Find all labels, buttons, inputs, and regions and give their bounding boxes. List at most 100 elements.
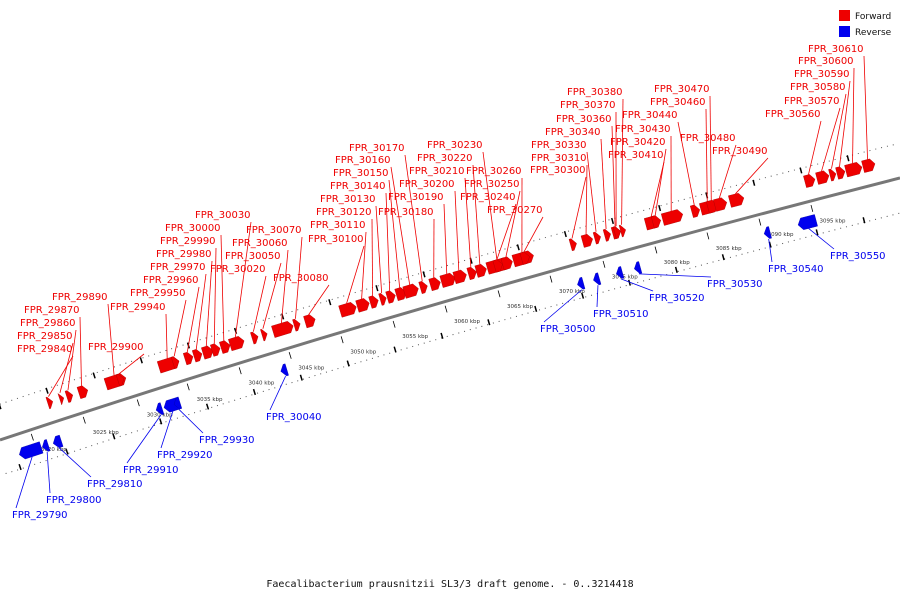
forward-gene-arrow[interactable] [355,298,370,313]
reverse-gene-label[interactable]: FPR_30550 [830,251,886,262]
forward-gene-arrow[interactable] [191,349,203,363]
forward-gene-arrow[interactable] [452,269,467,285]
forward-gene-label[interactable]: FPR_30100 [308,234,364,245]
forward-gene-arrow[interactable] [428,277,441,292]
forward-gene-label[interactable]: FPR_30610 [808,44,864,55]
forward-gene-label[interactable]: FPR_29870 [24,305,80,316]
forward-gene-label[interactable]: FPR_30380 [567,87,623,98]
forward-gene-label[interactable]: FPR_30050 [225,251,281,262]
forward-gene-label[interactable]: FPR_30270 [487,205,543,216]
reverse-gene-arrow[interactable] [19,441,44,460]
forward-gene-label[interactable]: FPR_30110 [310,220,366,231]
forward-gene-label[interactable]: FPR_30600 [798,56,854,67]
forward-gene-arrow[interactable] [835,166,846,180]
forward-gene-label[interactable]: FPR_30570 [784,96,840,107]
forward-gene-label[interactable]: FPR_30200 [399,179,455,190]
reverse-gene-arrow[interactable] [280,363,289,377]
forward-gene-arrow[interactable] [45,396,54,410]
forward-gene-label[interactable]: FPR_30250 [464,179,520,190]
forward-gene-arrow[interactable] [260,328,268,342]
reverse-gene-label[interactable]: FPR_30540 [768,264,824,275]
forward-gene-label[interactable]: FPR_30590 [794,69,850,80]
reverse-gene-arrow[interactable] [155,402,165,415]
forward-gene-arrow[interactable] [378,293,387,306]
reverse-gene-arrow[interactable] [577,276,586,290]
forward-gene-arrow[interactable] [201,345,214,360]
forward-gene-label[interactable]: FPR_30190 [388,192,444,203]
forward-gene-label[interactable]: FPR_30430 [615,124,671,135]
forward-gene-arrow[interactable] [466,266,477,281]
forward-gene-label[interactable]: FPR_29900 [88,342,144,353]
forward-gene-arrow[interactable] [76,385,89,399]
reverse-gene-arrow[interactable] [52,434,64,449]
forward-gene-label[interactable]: FPR_29980 [156,249,212,260]
forward-gene-label[interactable]: FPR_30480 [680,133,736,144]
forward-gene-label[interactable]: FPR_29960 [143,275,199,286]
reverse-gene-arrow[interactable] [634,261,643,274]
forward-gene-label[interactable]: FPR_30020 [210,264,266,275]
forward-gene-label[interactable]: FPR_30560 [765,109,821,120]
forward-gene-arrow[interactable] [303,314,316,329]
forward-gene-arrow[interactable] [368,295,379,309]
forward-gene-arrow[interactable] [803,174,816,188]
forward-gene-arrow[interactable] [64,390,74,403]
forward-gene-arrow[interactable] [338,302,357,318]
forward-gene-arrow[interactable] [660,209,684,226]
forward-gene-label[interactable]: FPR_30310 [531,153,587,164]
forward-gene-label[interactable]: FPR_30580 [790,82,846,93]
forward-gene-label[interactable]: FPR_30440 [622,110,678,121]
forward-gene-arrow[interactable] [115,373,125,387]
forward-gene-arrow[interactable] [568,238,577,252]
forward-gene-label[interactable]: FPR_29970 [150,262,206,273]
forward-gene-label[interactable]: FPR_30370 [560,100,616,111]
forward-gene-arrow[interactable] [228,336,245,352]
forward-gene-label[interactable]: FPR_30120 [316,207,372,218]
forward-gene-label[interactable]: FPR_30220 [417,153,473,164]
forward-gene-arrow[interactable] [844,162,863,178]
forward-gene-label[interactable]: FPR_30340 [545,127,601,138]
forward-gene-arrow[interactable] [650,215,662,229]
forward-gene-arrow[interactable] [402,283,419,299]
forward-gene-arrow[interactable] [292,318,301,332]
forward-gene-arrow[interactable] [170,356,180,369]
reverse-gene-label[interactable]: FPR_29910 [123,465,179,476]
forward-gene-label[interactable]: FPR_30000 [165,223,221,234]
forward-gene-label[interactable]: FPR_29890 [52,292,108,303]
forward-gene-arrow[interactable] [182,351,194,366]
forward-gene-label[interactable]: FPR_30150 [333,168,389,179]
reverse-gene-arrow[interactable] [616,266,625,279]
forward-gene-label[interactable]: FPR_29860 [20,318,76,329]
forward-gene-label[interactable]: FPR_30240 [460,192,516,203]
reverse-gene-label[interactable]: FPR_30510 [593,309,649,320]
forward-gene-arrow[interactable] [219,340,231,354]
forward-gene-label[interactable]: FPR_29840 [17,344,73,355]
forward-gene-label[interactable]: FPR_30420 [610,137,666,148]
forward-gene-arrow[interactable] [828,168,837,182]
forward-gene-label[interactable]: FPR_30070 [246,225,302,236]
forward-gene-arrow[interactable] [861,158,876,173]
forward-gene-label[interactable]: FPR_30300 [530,165,586,176]
forward-gene-label[interactable]: FPR_30180 [378,207,434,218]
forward-gene-arrow[interactable] [250,331,259,345]
reverse-gene-label[interactable]: FPR_30500 [540,324,596,335]
forward-gene-label[interactable]: FPR_30210 [409,166,465,177]
forward-gene-arrow[interactable] [612,226,621,239]
forward-gene-label[interactable]: FPR_30170 [349,143,405,154]
reverse-gene-arrow[interactable] [763,226,772,239]
forward-gene-label[interactable]: FPR_30360 [556,114,612,125]
forward-gene-arrow[interactable] [57,392,65,406]
forward-gene-label[interactable]: FPR_30030 [195,210,251,221]
forward-gene-label[interactable]: FPR_30060 [232,238,288,249]
reverse-gene-label[interactable]: FPR_29800 [46,495,102,506]
reverse-gene-arrow[interactable] [593,272,602,286]
reverse-gene-label[interactable]: FPR_29930 [199,435,255,446]
forward-gene-arrow[interactable] [439,272,456,288]
forward-gene-arrow[interactable] [618,224,626,238]
forward-gene-label[interactable]: FPR_29950 [130,288,186,299]
forward-gene-label[interactable]: FPR_29850 [17,331,73,342]
forward-gene-arrow[interactable] [385,290,396,304]
forward-gene-label[interactable]: FPR_29940 [110,302,166,313]
reverse-gene-label[interactable]: FPR_29920 [157,450,213,461]
forward-gene-label[interactable]: FPR_30330 [531,140,587,151]
forward-gene-label[interactable]: FPR_30140 [330,181,386,192]
